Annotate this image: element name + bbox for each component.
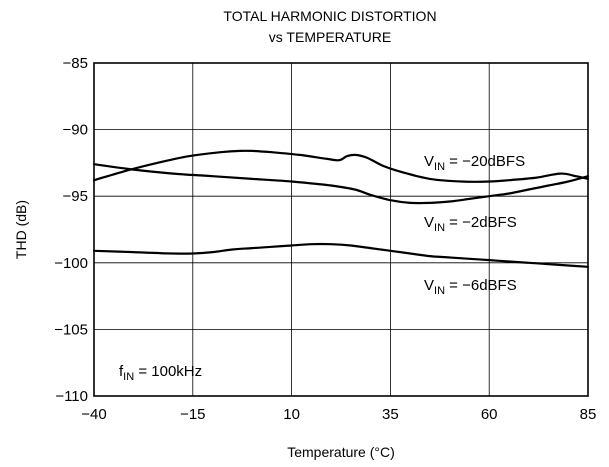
y-axis-label: THD (dB) [13, 200, 29, 259]
series-label-subscript: IN [434, 222, 445, 234]
y-tick-label: −90 [63, 122, 88, 139]
frequency-annotation: fIN = 100kHz [119, 363, 202, 383]
series-label: VIN = −2dBFS [424, 214, 517, 234]
chart-title-line: TOTAL HARMONIC DISTORTION [223, 8, 436, 24]
series-label-text: = −20dBFS [445, 153, 525, 170]
series-label-main: V [424, 153, 434, 170]
series-label: VIN = −6dBFS [424, 277, 517, 297]
x-tick-label: −15 [180, 406, 205, 423]
annotation-subscript: IN [123, 371, 134, 383]
x-tick-label: 60 [481, 406, 498, 423]
x-tick-label: 85 [580, 406, 597, 423]
y-tick-label: −110 [55, 388, 88, 405]
y-tick-label: −95 [63, 188, 88, 205]
series-label-main: V [424, 277, 434, 294]
series-label-subscript: IN [434, 285, 445, 297]
series-label-main: V [424, 214, 434, 231]
series-line [92, 163, 590, 205]
series-label: VIN = −20dBFS [424, 153, 525, 173]
x-tick-label: −40 [81, 406, 106, 423]
y-tick-label: −85 [63, 55, 88, 72]
annotation-main: f [119, 363, 124, 380]
y-tick-label: −100 [54, 255, 88, 272]
x-tick-label: 35 [382, 406, 399, 423]
annotation-text: = 100kHz [134, 363, 202, 380]
chart-title-line: vs TEMPERATURE [269, 29, 391, 45]
series-line [92, 242, 590, 268]
series-line [92, 149, 590, 183]
x-tick-label: 10 [283, 406, 300, 423]
series-label-subscript: IN [434, 161, 445, 173]
y-tick-label: −105 [54, 321, 88, 338]
series-label-text: = −6dBFS [445, 277, 517, 294]
plot-frame [93, 62, 589, 397]
series-label-text: = −2dBFS [445, 214, 517, 231]
x-axis-label: Temperature (°C) [287, 444, 395, 460]
